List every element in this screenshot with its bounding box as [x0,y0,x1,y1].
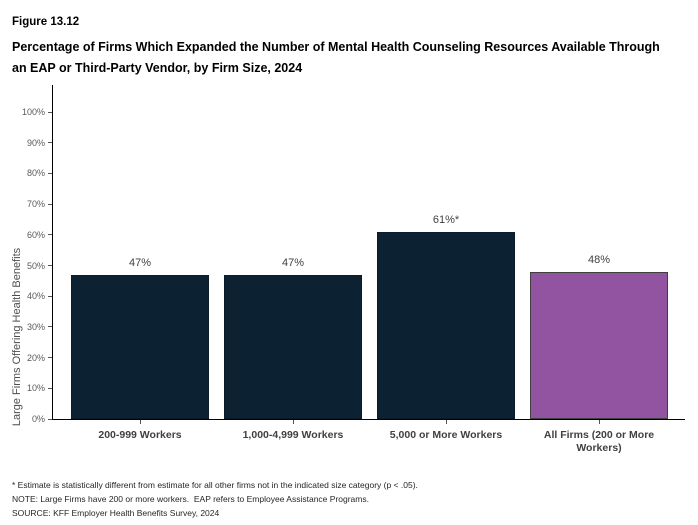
y-tick: 30% [27,322,52,332]
x-axis-label-text: All Firms (200 or More Workers) [543,429,655,454]
x-tick-mark [140,420,141,424]
bar-group: 47% [224,257,362,419]
bar [377,231,515,419]
y-tick: 90% [27,138,52,148]
y-tick-mark [48,387,52,389]
y-tick-mark [48,111,52,113]
bar [530,271,668,419]
y-tick-label: 80% [26,168,45,179]
y-tick-label: 60% [26,229,45,240]
x-axis-label-text: 5,000 or More Workers [389,429,503,441]
y-tick-label: 100% [21,107,45,117]
y-tick-mark [48,265,52,266]
bars-row: 47% 47% 61%* 48% [71,214,668,419]
x-axis-label: 1,000-4,999 Workers [224,420,362,455]
x-tick-mark [599,420,600,424]
y-tick-mark [48,172,52,174]
y-tick: 0% [32,414,52,424]
x-axis-label: All Firms (200 or More Workers) [530,420,668,455]
y-tick-label: 30% [26,321,45,332]
footnotes: * Estimate is statistically different fr… [12,478,688,520]
y-tick-label: 20% [26,352,45,363]
x-axis-label: 200-999 Workers [71,420,209,455]
y-tick-label: 50% [26,260,45,271]
x-axis-label-text: 1,000-4,999 Workers [242,429,344,441]
y-tick-label: 40% [26,291,45,302]
y-tick: 10% [27,383,52,393]
y-tick: 20% [27,353,52,363]
footnote-note: NOTE: Large Firms have 200 or more worke… [12,494,369,504]
footnote-source: SOURCE: KFF Employer Health Benefits Sur… [12,508,220,518]
x-tick-mark [293,420,294,424]
y-tick-label: 70% [26,199,45,210]
x-axis-labels: 200-999 Workers 1,000-4,999 Workers 5,000 … [71,420,668,455]
y-tick: 70% [27,199,52,209]
y-tick: 100% [22,107,52,117]
y-tick-mark [48,357,52,359]
bar-value-label: 47% [128,256,152,269]
y-tick: 40% [27,291,52,301]
bar-value-label: 47% [281,256,305,269]
x-tick-mark [446,420,447,424]
bar [224,274,362,419]
y-tick: 60% [27,230,52,240]
plot-area: Large Firms Offering Health Benefits 0% 1… [11,85,685,426]
bar-value-label: 61%* [432,213,460,226]
y-tick-mark [48,418,52,420]
y-tick-label: 10% [26,383,45,394]
y-tick-label: 90% [26,137,45,148]
footnote-estimate: * Estimate is statistically different fr… [12,480,418,490]
bar-group: 48% [530,254,668,419]
bar-value-label: 48% [587,253,611,266]
y-tick-mark [48,142,52,144]
y-tick: 80% [27,168,52,178]
chart-title: Percentage of Firms Which Expanded the N… [12,40,660,75]
y-tick-mark [48,295,52,297]
bar-group: 47% [71,257,209,419]
figure-number: Figure 13.12 [12,16,80,28]
y-tick-mark [48,326,52,328]
y-tick-mark [48,234,52,236]
chart-header: Figure 13.12 Percentage of Firms Which E… [12,16,684,79]
x-axis-label: 5,000 or More Workers [377,420,515,455]
y-tick-mark [48,203,52,205]
bar-group: 61%* [377,214,515,419]
x-axis-label-text: 200-999 Workers [98,429,182,441]
y-tick-label: 0% [31,414,45,424]
y-axis-ticks: 0% 10% 20% 30% 40% 50% 60% 70% 80% 90% 100% [1,85,53,424]
y-tick: 50% [27,261,52,271]
bar [71,274,209,419]
